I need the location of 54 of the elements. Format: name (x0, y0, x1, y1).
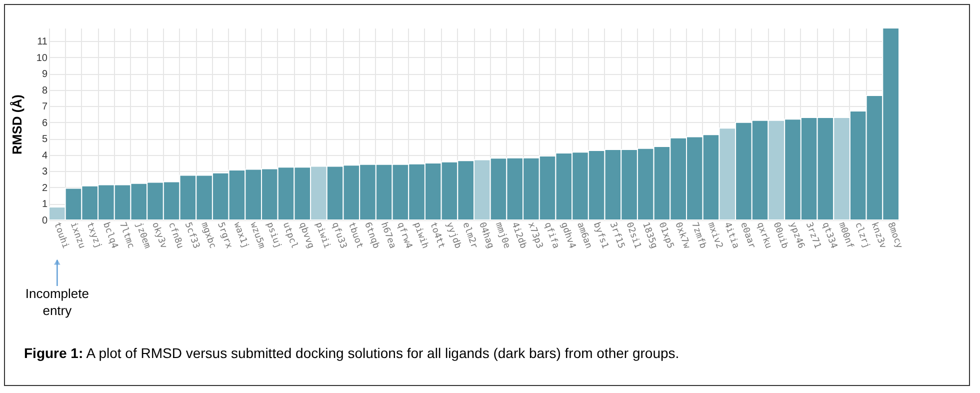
x-tick-label: 7zmfb (689, 221, 708, 250)
y-tick-label: 0 (42, 216, 48, 226)
x-tick-label: mgxbc (198, 221, 218, 250)
x-tick-label: ixnzu (68, 221, 87, 250)
x-tick-label: elm2r (460, 221, 480, 251)
x-tick-label: 4i2db (509, 221, 528, 250)
x-tick-label: 02si1 (624, 221, 642, 250)
x-tick-label: txyzj (84, 221, 103, 250)
y-tick-label: 11 (37, 36, 48, 48)
x-tick-label: 8mocy (885, 221, 904, 251)
x-tick-label: byfs1 (590, 221, 610, 250)
x-tick-label: to4tt (427, 221, 446, 250)
y-tick-label: 3 (42, 166, 48, 178)
x-tick-label: 04hag (476, 221, 496, 250)
x-tick-label: 01xp5 (656, 221, 676, 250)
x-tick-label: knz3v (868, 221, 888, 250)
y-tick-label: 10 (36, 52, 48, 64)
x-tick-label: 0xk7w (672, 221, 692, 251)
x-tick-label: touhi (52, 221, 70, 250)
annotation: Incomplete entry (25, 286, 89, 318)
x-tick-label: tbuot (346, 221, 364, 250)
x-tick-label: e0aar (738, 221, 757, 251)
y-tick-label: 9 (42, 69, 48, 80)
y-tick-label: 8 (42, 85, 48, 96)
x-tick-label: qxrku (754, 221, 774, 250)
y-tick-label: 4 (42, 150, 48, 162)
x-tick-label: wzu5m (248, 221, 266, 250)
x-tick-label: cfn8u (166, 221, 185, 250)
y-tick-label: 6 (42, 118, 48, 129)
x-tick-label: oky3v (150, 221, 168, 250)
x-tick-label: 1835g (640, 221, 659, 250)
x-tick-label: bclq4 (100, 221, 120, 250)
y-tick-label: 1 (42, 199, 48, 210)
x-tick-label: 6tnqb (362, 221, 381, 250)
y-tick-label: 7 (42, 102, 48, 113)
x-tick-label: x73p3 (526, 221, 544, 250)
caption: Figure 1: A plot of RMSD versus submitted docking solutions for all ligands (dark bars) from other groups. (24, 344, 680, 362)
x-tick-label: am6an (574, 221, 594, 250)
x-tick-label: 00uib (770, 221, 790, 250)
x-tick-label: mmj0e (492, 221, 512, 250)
y-tick-label: 5 (42, 134, 48, 146)
x-tick-label: h67ea (378, 221, 398, 250)
x-tick-label: 4itia (722, 221, 740, 250)
x-tick-label: 3rf15 (607, 221, 626, 250)
x-tick-label: qbvvg (296, 221, 316, 250)
y-axis-title: RMSD (Å) (9, 94, 24, 154)
x-tick-label: 5cf33 (182, 221, 201, 250)
x-tick-label: 7ltmc (116, 221, 136, 250)
x-tick-label: qfifa (542, 221, 561, 250)
x-tick-label: utpcl (280, 221, 300, 250)
x-tick-label: wax1j (231, 221, 250, 250)
x-tick-label: 5rgrx (214, 221, 234, 251)
x-tick-label: mxiv2 (705, 221, 724, 250)
y-tick-label: 2 (42, 182, 48, 194)
